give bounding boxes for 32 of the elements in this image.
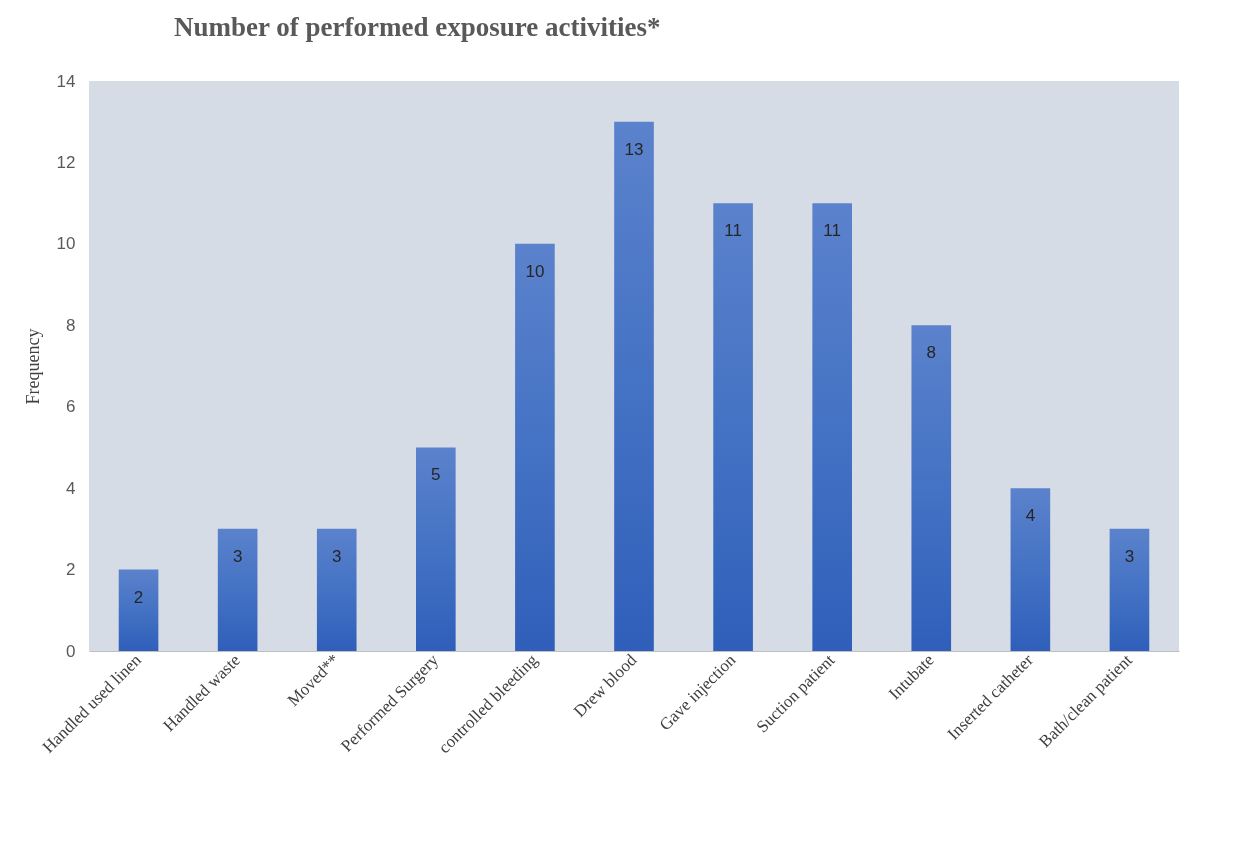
y-axis-title: Frequency	[22, 328, 43, 405]
data-label: 4	[1025, 506, 1036, 526]
data-label: 3	[1124, 546, 1135, 566]
data-label: 2	[133, 587, 144, 607]
data-label: 8	[926, 343, 937, 363]
data-label: 11	[724, 221, 742, 241]
data-label: 11	[823, 221, 842, 241]
y-tick-label: 6	[66, 397, 76, 417]
y-tick-label: 4	[66, 478, 76, 498]
bar	[1010, 488, 1051, 651]
data-label: 3	[331, 546, 342, 566]
y-tick-label: 0	[66, 641, 76, 661]
data-label: 10	[525, 261, 545, 281]
bar	[614, 121, 654, 651]
data-label: 13	[624, 139, 644, 159]
y-tick-label: 12	[56, 152, 76, 172]
y-tick-label: 10	[56, 234, 76, 254]
bar	[515, 243, 555, 651]
y-tick-label: 14	[56, 71, 76, 91]
bar	[316, 528, 357, 651]
data-label: 5	[431, 465, 441, 485]
data-label: 3	[232, 546, 243, 566]
bar	[812, 203, 852, 651]
bar	[118, 569, 159, 651]
bar	[416, 447, 456, 651]
y-tick-label: 2	[66, 560, 76, 580]
bar	[713, 203, 753, 651]
bar	[1109, 528, 1150, 651]
y-tick-label: 8	[66, 315, 76, 335]
bar	[217, 528, 258, 651]
chart-title: Number of performed exposure activities*	[174, 12, 661, 42]
bar	[911, 325, 952, 651]
